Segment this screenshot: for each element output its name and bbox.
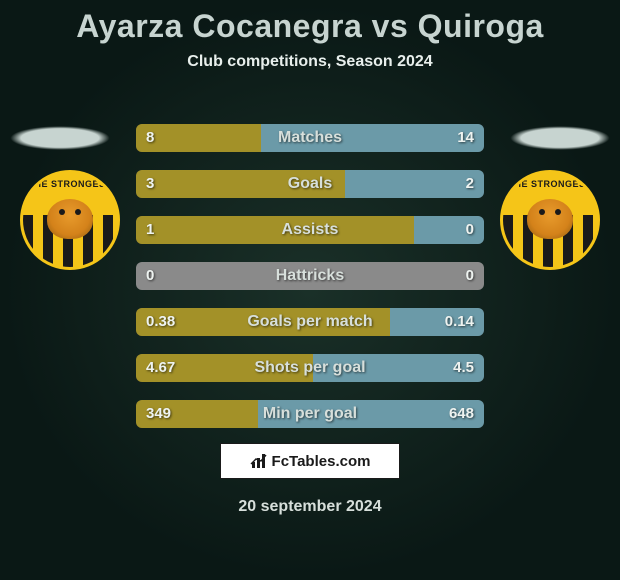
stat-label: Goals (136, 170, 484, 198)
tiger-icon (527, 199, 573, 239)
stat-row: 0.38Goals per match0.14 (136, 308, 484, 336)
stat-value-right: 14 (457, 124, 474, 152)
stat-value-right: 648 (449, 400, 474, 428)
stat-label: Goals per match (136, 308, 484, 336)
stat-bars-container: 8Matches143Goals21Assists00Hattricks00.3… (136, 124, 484, 446)
stat-value-right: 0 (466, 216, 474, 244)
stat-value-right: 2 (466, 170, 474, 198)
stat-row: 349Min per goal648 (136, 400, 484, 428)
stat-row: 0Hattricks0 (136, 262, 484, 290)
stat-label: Shots per goal (136, 354, 484, 382)
page-subtitle: Club competitions, Season 2024 (0, 53, 620, 71)
stat-label: Assists (136, 216, 484, 244)
page-title: Ayarza Cocanegra vs Quiroga (0, 0, 620, 45)
stat-row: 1Assists0 (136, 216, 484, 244)
stat-row: 4.67Shots per goal4.5 (136, 354, 484, 382)
stat-value-right: 0 (466, 262, 474, 290)
tiger-icon (47, 199, 93, 239)
shadow-right (510, 126, 610, 150)
team-badge-right: THE STRONGEST (500, 170, 600, 270)
badge-circle: THE STRONGEST (500, 170, 600, 270)
date-text: 20 september 2024 (0, 498, 620, 516)
chart-icon (250, 452, 268, 470)
shadow-left (10, 126, 110, 150)
badge-text: THE STRONGEST (23, 179, 117, 189)
team-badge-left: THE STRONGEST (20, 170, 120, 270)
stat-label: Matches (136, 124, 484, 152)
stat-value-right: 0.14 (445, 308, 474, 336)
stat-label: Min per goal (136, 400, 484, 428)
stat-label: Hattricks (136, 262, 484, 290)
badge-circle: THE STRONGEST (20, 170, 120, 270)
logo-text: FcTables.com (272, 453, 371, 470)
stat-row: 8Matches14 (136, 124, 484, 152)
stat-row: 3Goals2 (136, 170, 484, 198)
stat-value-right: 4.5 (453, 354, 474, 382)
badge-text: THE STRONGEST (503, 179, 597, 189)
fctables-logo[interactable]: FcTables.com (220, 443, 400, 479)
